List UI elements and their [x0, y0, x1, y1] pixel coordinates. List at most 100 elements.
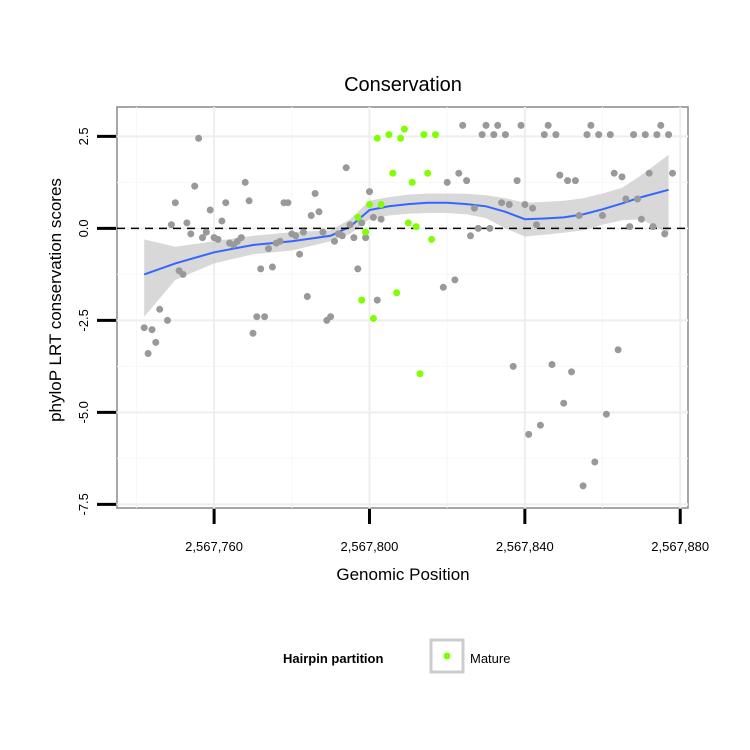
y-tick-label: -2.5 — [76, 309, 91, 331]
x-tick-label: 2,567,880 — [651, 539, 709, 554]
point-other — [665, 131, 673, 139]
point-other — [265, 245, 272, 253]
y-tick-label: -7.5 — [76, 493, 91, 515]
point-other — [377, 215, 385, 223]
point-other — [222, 199, 230, 207]
point-other — [618, 173, 626, 181]
point-other — [575, 212, 583, 219]
point-other — [315, 208, 323, 216]
point-other — [533, 221, 540, 229]
plot-panel — [116, 106, 689, 509]
point-other — [358, 219, 366, 227]
x-axis: 2,567,760 2,567,800 2,567,840 2,567,880 — [185, 509, 709, 554]
point-other — [455, 169, 463, 177]
x-tick-label: 2,567,760 — [185, 539, 243, 554]
point-other — [311, 190, 319, 197]
point-mature — [366, 201, 373, 208]
point-other — [459, 121, 467, 129]
point-other — [606, 131, 614, 139]
point-other — [140, 324, 148, 332]
point-other — [179, 270, 187, 278]
point-other — [517, 121, 525, 129]
point-other — [521, 201, 529, 208]
point-other — [486, 224, 494, 232]
point-other — [513, 177, 521, 185]
point-other — [369, 213, 377, 221]
point-mature — [420, 131, 428, 139]
point-other — [571, 177, 579, 185]
series-other — [140, 121, 676, 490]
point-other — [366, 188, 373, 196]
point-other — [634, 195, 641, 203]
point-other — [645, 169, 653, 177]
point-other — [195, 134, 203, 142]
point-mature — [369, 315, 377, 322]
y-axis: -7.5 -5.0 -2.5 0.0 2.5 — [76, 127, 116, 516]
point-other — [610, 169, 618, 177]
point-other — [536, 421, 544, 429]
point-other — [641, 131, 649, 139]
point-mature — [412, 223, 420, 231]
point-other — [540, 131, 548, 139]
point-other — [602, 410, 610, 418]
point-other — [552, 131, 560, 139]
x-axis-title: Genomic Position — [336, 565, 469, 584]
point-other — [268, 263, 276, 271]
point-other — [152, 338, 160, 346]
point-other — [579, 482, 587, 490]
point-other — [591, 458, 599, 466]
point-other — [373, 296, 381, 304]
y-tick-label: 0.0 — [76, 219, 91, 237]
point-other — [556, 171, 564, 179]
y-axis-title: phyloP LRT conservation scores — [46, 178, 65, 422]
point-other — [529, 204, 537, 212]
point-other — [614, 346, 622, 354]
point-other — [657, 121, 665, 129]
point-mature — [424, 169, 432, 177]
point-other — [630, 131, 638, 139]
point-other — [482, 121, 490, 129]
point-other — [245, 197, 253, 205]
point-other — [637, 215, 645, 223]
point-other — [148, 326, 156, 334]
point-other — [206, 206, 214, 214]
point-other — [296, 250, 304, 258]
point-other — [350, 234, 358, 242]
point-other — [463, 177, 471, 185]
point-other — [653, 131, 661, 139]
point-other — [490, 131, 498, 139]
point-other — [199, 234, 206, 242]
point-mature — [354, 213, 362, 221]
point-other — [167, 221, 175, 229]
point-other — [191, 182, 199, 190]
point-other — [626, 223, 634, 231]
point-mature — [358, 296, 366, 304]
point-mature — [385, 131, 393, 139]
grid-lines — [117, 107, 688, 508]
point-other — [548, 361, 556, 368]
chart-title: Conservation — [344, 74, 462, 96]
x-tick-label: 2,567,800 — [341, 539, 399, 554]
point-mature — [400, 125, 408, 133]
point-other — [218, 217, 226, 225]
point-other — [187, 230, 195, 238]
point-other — [257, 265, 265, 273]
point-other — [505, 201, 513, 208]
point-other — [443, 178, 451, 186]
point-other — [299, 228, 307, 236]
point-other — [494, 121, 502, 129]
point-other — [319, 228, 327, 236]
point-other — [649, 223, 657, 231]
point-other — [202, 228, 210, 236]
point-other — [346, 221, 354, 229]
point-other — [525, 430, 533, 438]
series-mature — [354, 125, 439, 378]
point-other — [501, 131, 509, 139]
point-other — [599, 212, 606, 219]
point-other — [474, 224, 482, 232]
point-mature — [373, 134, 381, 142]
y-tick-label: -5.0 — [76, 401, 91, 423]
point-other — [307, 212, 315, 219]
point-other — [338, 232, 346, 240]
